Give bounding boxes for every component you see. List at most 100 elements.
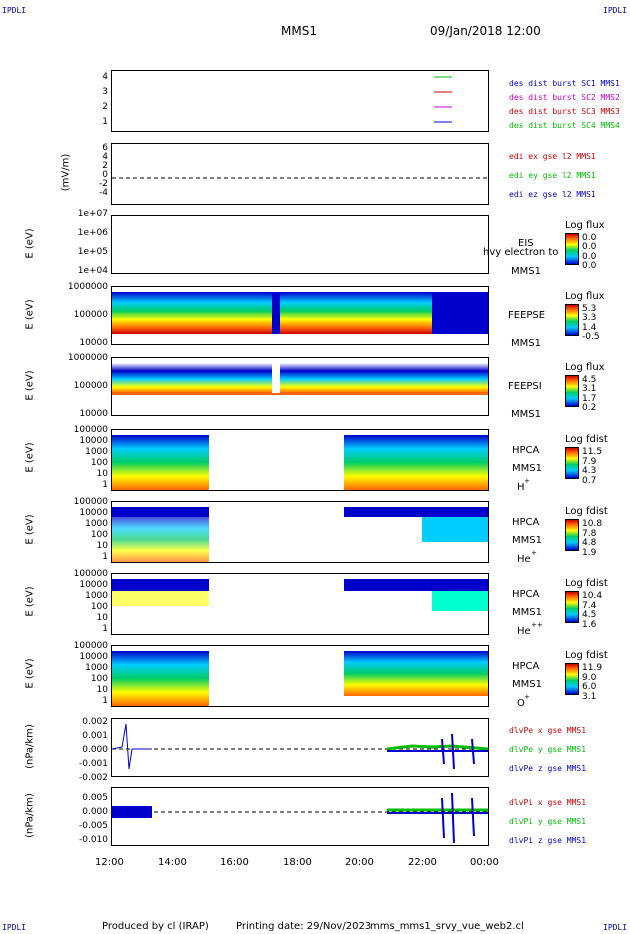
eis-tick: 1e+06: [77, 228, 108, 238]
edi-tick: -4: [99, 188, 108, 198]
burst-legend-sc3: des dist burst SC3 MMS3: [509, 107, 620, 116]
hpca_he2-tick: 10: [96, 613, 108, 623]
x-tick: 12:00: [95, 857, 124, 868]
hpca_he2-tick: 1: [102, 624, 108, 634]
edi-panel: [111, 143, 489, 205]
eis-tick: 1e+05: [77, 247, 108, 257]
divpe-tick: 0.001: [82, 731, 108, 741]
hpca_he2-species: He: [517, 626, 531, 637]
hpca_he2-colorbar: [565, 591, 579, 623]
feepsi-tick: 100000: [73, 381, 108, 391]
hpca_o-label: HPCA: [512, 661, 540, 672]
edi-legend-y: edi ey gse l2 MMS1: [509, 171, 596, 180]
feepsi-ylabel: E (eV): [24, 370, 36, 401]
eis-colorbar: [565, 233, 579, 265]
hpca_he2-tick: 10000: [79, 580, 108, 590]
hpca_he-colorbar: [565, 519, 579, 551]
hpca_o-ylabel: E (eV): [24, 658, 36, 689]
divpi-plot: [112, 792, 488, 844]
edi-tick: -2: [99, 179, 108, 189]
eis-panel: [111, 215, 489, 274]
hpca_he-cb-tick: 10.8: [582, 519, 603, 529]
feepsi-cb-tick: 3.1: [582, 384, 597, 394]
hpca_o-tick: 10: [96, 685, 108, 695]
hpca_o-label-sc: MMS1: [512, 679, 542, 690]
divpe-tick: -0.002: [78, 773, 108, 783]
feepse-label-sc: MMS1: [511, 338, 541, 349]
eis-tick: 1e+04: [77, 266, 108, 276]
divpe-tick: 0.000: [82, 745, 108, 755]
hpca_o-cb-tick: 11.9: [582, 663, 603, 673]
hpca_o-cb-tick: 9.0: [582, 672, 597, 683]
feepse-cb-tick: 5.3: [582, 304, 597, 314]
feepse-colorbar-title: Log flux: [565, 291, 605, 302]
footer-printing-date: Printing date: 29/Nov/2023: [236, 921, 372, 932]
feepsi-panel: [111, 357, 489, 416]
hpca_h-cb-tick: 4.3: [582, 466, 597, 476]
feepsi-colorbar-title: Log flux: [565, 362, 605, 373]
feepse-label: FEEPSE: [508, 310, 546, 321]
eis-label: EIS: [518, 238, 534, 249]
hpca_he-ylabel: E (eV): [24, 514, 36, 545]
corner-label-tl: IPDLI: [2, 6, 27, 15]
divpe-ylabel: (nPa/km): [24, 724, 36, 769]
hpca-he2-panel: [111, 573, 489, 635]
hpca-he2-spectrogram: [112, 579, 488, 611]
edi-legend-x: edi ex gse l2 MMS1: [509, 152, 596, 161]
feepse-cb-tick: 1.4: [582, 323, 597, 333]
hpca_o-colorbar-title: Log fdist: [565, 650, 608, 661]
feepsi-tick: 10000: [79, 409, 108, 419]
divpi-legend-z: dlvPi z gse MMS1: [509, 836, 587, 845]
edi-tick: 4: [102, 152, 108, 162]
corner-label-bl: IPDLI: [2, 923, 27, 932]
divpe-legend-x: dlvPe x gse MMS1: [509, 726, 587, 735]
feepsi-cb-tick: 1.7: [582, 394, 597, 404]
hpca_h-cb-tick: 11.5: [582, 447, 603, 457]
hpca_h-tick: 10000: [79, 436, 108, 446]
divpi-panel: [111, 787, 489, 846]
hpca_he-tick: 1: [102, 552, 108, 562]
hpca_he-tick: 10: [96, 541, 108, 551]
hpca_o-tick: 1000: [85, 663, 108, 673]
hpca_he-cb-tick: 4.8: [582, 538, 597, 548]
hpca_h-tick: 1000: [85, 447, 108, 457]
hpca_o-colorbar: [565, 663, 579, 695]
hpca_h-label-sc: MMS1: [512, 463, 542, 474]
feepse-spectrogram: [112, 292, 488, 334]
hpca_h-tick: 1: [102, 480, 108, 490]
hpca_o-species: O: [517, 698, 525, 709]
burst-tick: 4: [102, 72, 108, 82]
eis-cb-tick: 0.0: [582, 261, 597, 271]
hpca_o-cb-tick: 3.1: [582, 691, 597, 702]
page-title: MMS1: [281, 24, 317, 38]
hpca_o-tick: 1: [102, 696, 108, 706]
burst-legend-lines: [434, 76, 452, 123]
hpca_he-cb-tick: 7.8: [582, 528, 597, 539]
hpca_he2-tick: 100000: [73, 569, 108, 579]
hpca_o-tick: 100: [90, 674, 108, 684]
hpca_h-cb-tick: 0.7: [582, 475, 597, 486]
edi-legend-z: edi ez gse l2 MMS1: [509, 190, 596, 199]
hpca-h-spectrogram: [112, 435, 488, 490]
hpca_he-label-sc: MMS1: [512, 535, 542, 546]
feepse-ylabel: E (eV): [24, 299, 36, 330]
x-tick: 22:00: [408, 857, 437, 868]
hpca_h-tick: 100000: [73, 425, 108, 435]
hpca_o-cb-tick: 6.0: [582, 682, 597, 692]
hpca_o-tick: 10000: [79, 652, 108, 662]
burst-panel: [111, 70, 489, 132]
divpi-tick: 0.000: [82, 807, 108, 817]
hpca-h-panel: [111, 429, 489, 491]
hpca-o-panel: [111, 645, 489, 707]
divpi-ylabel: (nPa/km): [24, 793, 36, 838]
x-tick: 00:00: [470, 857, 499, 868]
hpca_h-species-charge: +: [524, 477, 530, 485]
feepse-cb-tick: -0.5: [582, 332, 600, 342]
burst-tick: 2: [102, 102, 108, 112]
feepsi-cb-tick: 0.2: [582, 403, 597, 413]
divpi-legend-y: dlvPi y gse MMS1: [509, 817, 587, 826]
hpca_he-tick: 10000: [79, 508, 108, 518]
feepsi-label-sc: MMS1: [511, 409, 541, 420]
edi-tick: 6: [102, 143, 108, 153]
eis-cb-tick: 0.0: [582, 242, 597, 252]
